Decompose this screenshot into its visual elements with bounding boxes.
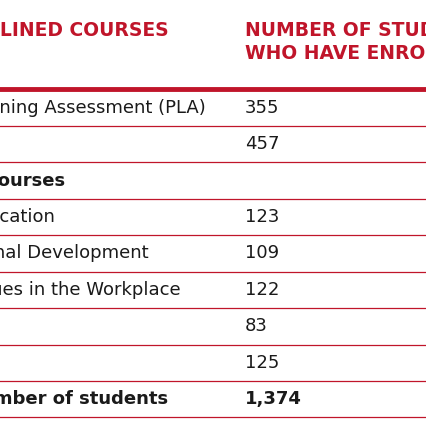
Text: Online Courses: Online Courses [0, 172, 65, 190]
Text: NUMBER OF STUDENTS
WHO HAVE ENROLLED: NUMBER OF STUDENTS WHO HAVE ENROLLED [245, 21, 426, 63]
Text: 83: 83 [245, 317, 268, 335]
Text: STREAMLINED COURSES: STREAMLINED COURSES [0, 21, 169, 40]
Text: Total number of students: Total number of students [0, 390, 168, 408]
Text: Prior Learning Assessment (PLA): Prior Learning Assessment (PLA) [0, 99, 206, 117]
Text: 355: 355 [245, 99, 279, 117]
Text: 123: 123 [245, 208, 279, 226]
Text: Professional Development: Professional Development [0, 245, 149, 262]
Text: Communication: Communication [0, 208, 55, 226]
Text: Legal Issues in the Workplace: Legal Issues in the Workplace [0, 281, 181, 299]
Text: 457: 457 [245, 135, 279, 153]
Text: 109: 109 [245, 245, 279, 262]
Text: 1,374: 1,374 [245, 390, 302, 408]
Text: 125: 125 [245, 354, 279, 372]
Text: 122: 122 [245, 281, 279, 299]
